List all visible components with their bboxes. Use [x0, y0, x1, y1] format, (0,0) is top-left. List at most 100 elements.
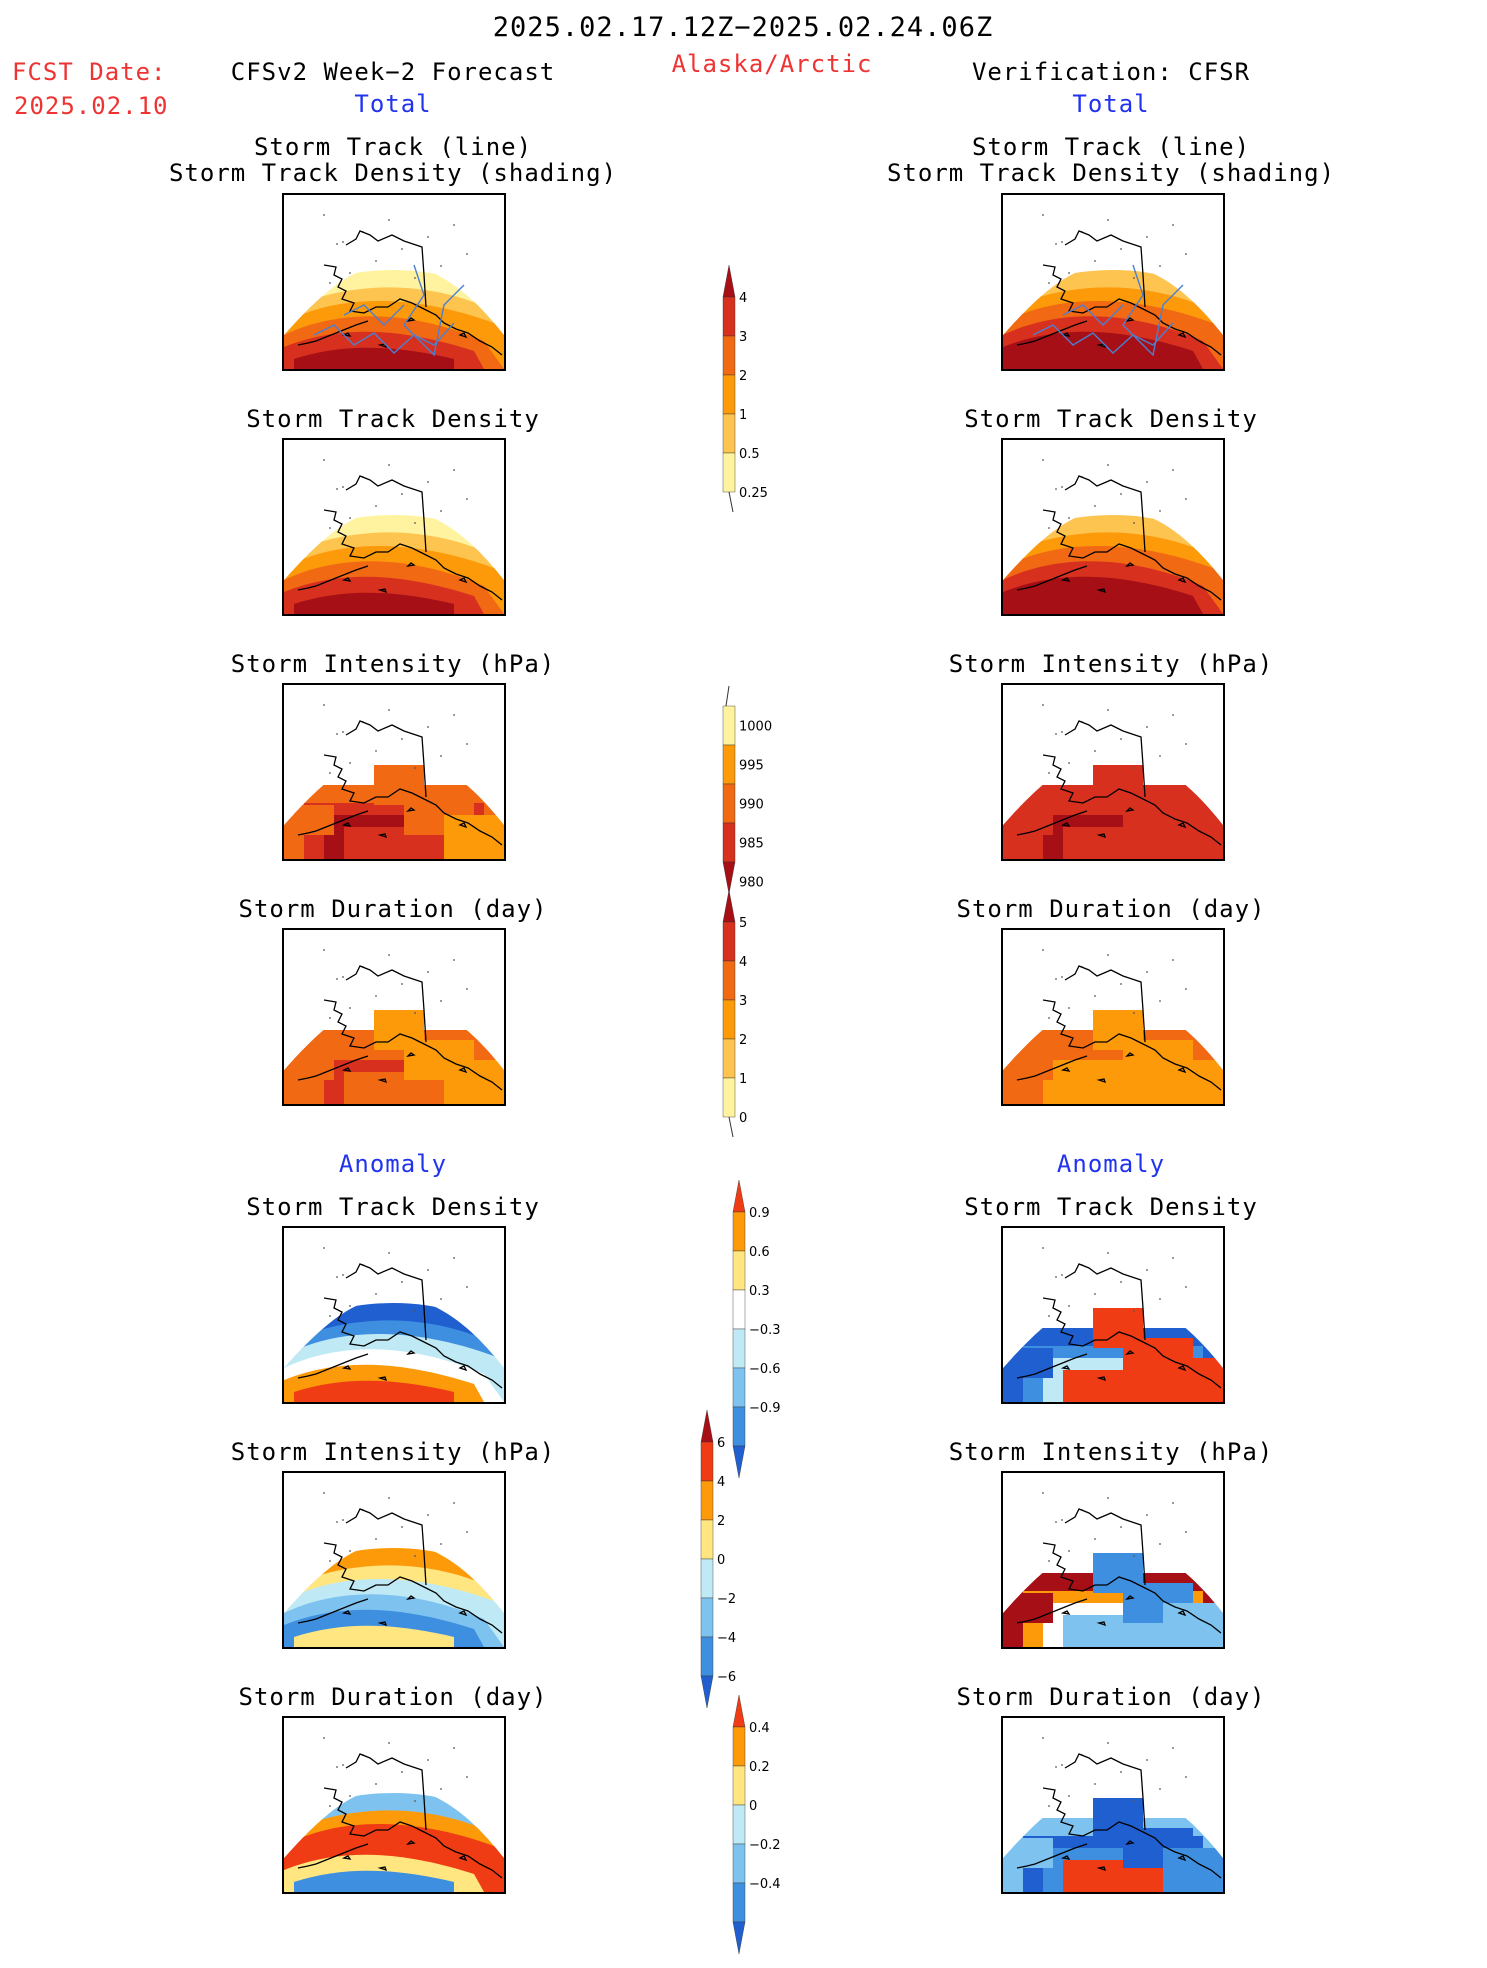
colorbar-arrow-bottom: [722, 861, 736, 895]
coastline: [297, 1508, 503, 1634]
colorbar-segment: [700, 1441, 714, 1482]
colorbar-label: −0.6: [749, 1362, 781, 1377]
region-title: Alaska/Arctic: [671, 50, 873, 78]
colorbar-label: 0.4: [749, 1721, 770, 1736]
fc-anom-density-map: [282, 1226, 506, 1404]
vf-anom-duration-map: [1001, 1716, 1225, 1894]
vf-anom-density-map: [1001, 1226, 1225, 1404]
colorbar-segment: [722, 374, 736, 415]
colorbar-segment: [732, 1250, 746, 1291]
colorbar-segment: [722, 921, 736, 962]
colorbar-segment: [722, 999, 736, 1040]
colorbar-label: 985: [739, 837, 764, 852]
colorbar-segment: [732, 1367, 746, 1408]
colorbar-segment: [722, 960, 736, 1001]
colorbar-arrow-top: [722, 889, 736, 923]
colorbar-label: −0.2: [749, 1838, 781, 1853]
fc-anom-intensity-map: [282, 1471, 506, 1649]
fc-duration-title: Storm Duration (day): [238, 895, 548, 923]
colorbar-segment: [722, 335, 736, 376]
colorbar-arrow-top: [732, 1179, 746, 1213]
colorbar-label: 0: [717, 1553, 725, 1568]
coastline: [1016, 230, 1222, 356]
fc-anom-density-title: Storm Track Density: [246, 1193, 540, 1221]
vf-track-map: [1001, 193, 1225, 371]
vf-anomaly-label: Anomaly: [1056, 1150, 1166, 1178]
colorbar-label: 3: [739, 994, 747, 1009]
anomaly-intensity-colorbar: 6 4 2 0 −2 −4 −6: [700, 1409, 761, 1722]
colorbar-segment: [732, 1726, 746, 1767]
colorbar-label: 2: [739, 1033, 747, 1048]
fc-track-title-2: Storm Track Density (shading): [168, 159, 618, 187]
map-shading: [284, 515, 504, 614]
fc-density-title: Storm Track Density: [246, 405, 540, 433]
fcst-date-value: 2025.02.10: [14, 92, 169, 120]
colorbar-segment: [700, 1636, 714, 1677]
colorbar-label: 1: [739, 1072, 747, 1087]
colorbar-segment: [732, 1289, 746, 1330]
map-shading: [1003, 1553, 1223, 1647]
map-shading: [284, 1548, 504, 1647]
map-shading: [284, 1303, 504, 1402]
colorbar-segment: [700, 1480, 714, 1521]
colorbar-label: 980: [739, 876, 764, 891]
colorbar-label: 0.25: [739, 486, 768, 501]
colorbar-label: −4: [717, 1631, 736, 1646]
fc-anom-duration-map: [282, 1716, 506, 1894]
track-density-colorbar: 4 3 2 1 0.5 0.25: [722, 264, 783, 526]
colorbar-label: −0.9: [749, 1401, 781, 1416]
colorbar-segment: [722, 413, 736, 454]
vf-track-title-2: Storm Track Density (shading): [886, 159, 1336, 187]
vf-duration-map: [1001, 928, 1225, 1106]
fc-track-title-1: Storm Track (line): [253, 133, 533, 161]
colorbar-segment: [722, 705, 736, 746]
colorbar-segment: [722, 822, 736, 863]
coastline: [297, 1753, 503, 1879]
colorbar-label: 1: [739, 408, 747, 423]
colorbar-label: 4: [739, 955, 747, 970]
map-shading: [1003, 515, 1223, 614]
anomaly-duration-colorbar: 0.4 0.2 0 −0.2 −0.4: [732, 1694, 793, 1968]
colorbar-label: 0.6: [749, 1245, 770, 1260]
verification-column-title: Verification: CFSR: [971, 58, 1251, 86]
storm-tracks: [1032, 264, 1184, 357]
colorbar-segment: [700, 1519, 714, 1560]
colorbar-segment: [722, 783, 736, 824]
map-shading: [1003, 1798, 1223, 1892]
fc-anom-intensity-title: Storm Intensity (hPa): [230, 1438, 556, 1466]
coastline: [297, 230, 503, 356]
fc-anom-duration-title: Storm Duration (day): [238, 1683, 548, 1711]
colorbar-arrow-top: [700, 1409, 714, 1443]
colorbar-label: −0.4: [749, 1877, 781, 1892]
duration-colorbar: 5 4 3 2 1 0: [722, 889, 783, 1151]
coastline: [297, 720, 503, 846]
vf-intensity-title: Storm Intensity (hPa): [948, 650, 1274, 678]
colorbar-segment: [700, 1558, 714, 1599]
map-shading: [284, 1793, 504, 1892]
coastline: [297, 1263, 503, 1389]
colorbar-segment: [700, 1597, 714, 1638]
coastline: [297, 475, 503, 601]
vf-density-title: Storm Track Density: [964, 405, 1258, 433]
colorbar-label: 3: [739, 330, 747, 345]
coastline: [1016, 1753, 1222, 1879]
colorbar-segment: [722, 1038, 736, 1079]
coastline: [1016, 1263, 1222, 1389]
map-shading: [1003, 1308, 1223, 1402]
colorbar-label: −0.3: [749, 1323, 781, 1338]
fcst-date-label: FCST Date:: [12, 58, 167, 86]
colorbar-segment: [732, 1211, 746, 1252]
vf-anom-intensity-title: Storm Intensity (hPa): [948, 1438, 1274, 1466]
colorbar-label: 6: [717, 1436, 725, 1451]
colorbar-label: 990: [739, 798, 764, 813]
forecast-column-title: CFSv2 Week−2 Forecast: [230, 58, 556, 86]
vf-anom-density-title: Storm Track Density: [964, 1193, 1258, 1221]
vf-anom-duration-title: Storm Duration (day): [956, 1683, 1266, 1711]
colorbar-segment: [732, 1765, 746, 1806]
colorbar-label: 0.5: [739, 447, 760, 462]
fc-anomaly-label: Anomaly: [338, 1150, 448, 1178]
map-shading: [1003, 1010, 1223, 1104]
colorbar-segment: [732, 1804, 746, 1845]
colorbar-label: 0: [749, 1799, 757, 1814]
colorbar-label: 0: [739, 1111, 747, 1126]
